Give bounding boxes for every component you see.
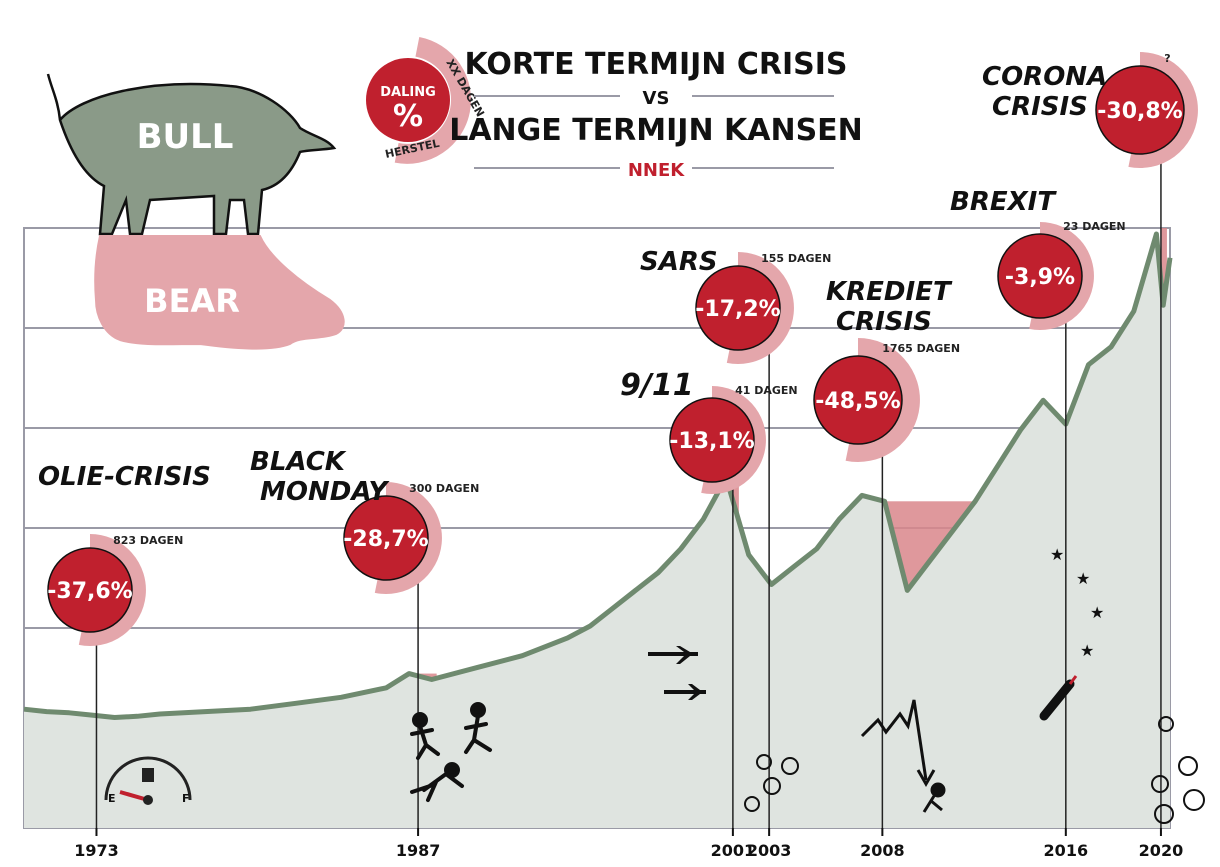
x-tick-label: 2020 bbox=[1139, 841, 1184, 860]
decline-value: -37,6% bbox=[47, 579, 132, 604]
decline-value: -17,2% bbox=[695, 297, 780, 322]
fuel-gauge-icon: E F bbox=[104, 756, 192, 805]
decline-value: -28,7% bbox=[343, 527, 428, 552]
recovery-ring bbox=[1128, 52, 1198, 168]
crisis-badges: -37,6% 823 DAGEN -28,7% 300 DAGEN -13,1% 41 D… bbox=[47, 52, 1198, 646]
crisis-name: MONDAY bbox=[260, 477, 390, 507]
crisis-name: KREDIET bbox=[826, 277, 953, 307]
badge-stems bbox=[95, 154, 1162, 828]
x-tick-label: 1973 bbox=[74, 841, 119, 860]
x-tick-label: 2003 bbox=[747, 841, 792, 860]
index-area-fill bbox=[24, 234, 1170, 828]
recovery-ring bbox=[1029, 222, 1094, 330]
legend-badge-symbol: % bbox=[393, 99, 423, 134]
bull-icon bbox=[46, 73, 337, 236]
bull-label: BULL bbox=[137, 117, 234, 157]
recovery-ring bbox=[726, 252, 794, 364]
decline-value: -30,8% bbox=[1097, 99, 1182, 124]
recovery-days: 300 DAGEN bbox=[409, 482, 479, 495]
brand-label: NNEK bbox=[628, 160, 685, 181]
decline-value: -13,1% bbox=[669, 429, 754, 454]
crisis-name: SARS bbox=[640, 247, 718, 277]
recovery-days: 1765 DAGEN bbox=[882, 342, 960, 355]
recovery-ring bbox=[78, 534, 146, 646]
legend-badge-top: DALING bbox=[380, 85, 436, 100]
crisis-name: BLACK bbox=[250, 447, 347, 477]
crisis-name: 9/11 bbox=[620, 368, 694, 403]
recovery-days: 155 DAGEN bbox=[761, 252, 831, 265]
title-vs: VS bbox=[643, 88, 670, 109]
svg-text:E: E bbox=[108, 792, 116, 805]
decline-badge bbox=[1095, 65, 1185, 155]
svg-text:★: ★ bbox=[1076, 569, 1090, 588]
legend-badge bbox=[366, 37, 471, 164]
recovery-ring bbox=[701, 386, 766, 494]
decline-value: -48,5% bbox=[815, 389, 900, 414]
bear-label: BEAR bbox=[144, 282, 240, 320]
crisis-labels: OLIE-CRISIS BLACKMONDAY9/11SARSKREDIETCRI… bbox=[38, 62, 1107, 507]
crisis-name: CRISIS bbox=[992, 92, 1088, 122]
decline-badge bbox=[695, 265, 781, 351]
decline-badge bbox=[997, 233, 1083, 319]
recovery-days: ? bbox=[1164, 52, 1170, 65]
svg-text:★: ★ bbox=[1090, 603, 1104, 622]
x-tick-label: 1987 bbox=[396, 841, 441, 860]
recovery-days: 823 DAGEN bbox=[113, 534, 183, 547]
svg-text:★: ★ bbox=[1050, 545, 1064, 564]
crisis-name: CRISIS bbox=[836, 307, 932, 337]
decline-badge bbox=[343, 495, 429, 581]
recovery-ring bbox=[374, 482, 442, 594]
falling-chart-arrow-icon bbox=[860, 699, 946, 813]
title-line-2: LANGE TERMIJN KANSEN bbox=[449, 113, 863, 148]
recovery-ring bbox=[845, 338, 920, 462]
recovery-days: 41 DAGEN bbox=[735, 384, 798, 397]
index-area bbox=[23, 231, 1173, 828]
svg-text:F: F bbox=[182, 792, 190, 805]
virus-icon bbox=[744, 716, 1205, 824]
stars-icon: ★★★★ bbox=[1050, 545, 1104, 660]
x-tick-label: 2008 bbox=[860, 841, 905, 860]
decline-badge bbox=[47, 547, 133, 633]
decline-badge bbox=[669, 397, 755, 483]
crisis-name: CORONA bbox=[982, 62, 1107, 92]
firework-icon bbox=[1039, 675, 1078, 721]
title-line-1: KORTE TERMIJN CRISIS bbox=[465, 47, 848, 82]
decline-value: -3,9% bbox=[1005, 265, 1075, 290]
airplane-icon bbox=[648, 646, 706, 700]
x-tick-label: 2016 bbox=[1044, 841, 1089, 860]
index-line bbox=[23, 231, 1173, 720]
crisis-name: BREXIT bbox=[950, 187, 1057, 217]
decline-badge bbox=[813, 355, 903, 445]
crisis-name: OLIE-CRISIS bbox=[38, 462, 211, 492]
bear-icon bbox=[94, 235, 345, 350]
falling-people-icon bbox=[410, 702, 492, 802]
svg-text:★: ★ bbox=[1080, 641, 1094, 660]
x-tick-label: 2001 bbox=[711, 841, 756, 860]
recovery-days: 23 DAGEN bbox=[1063, 220, 1126, 233]
